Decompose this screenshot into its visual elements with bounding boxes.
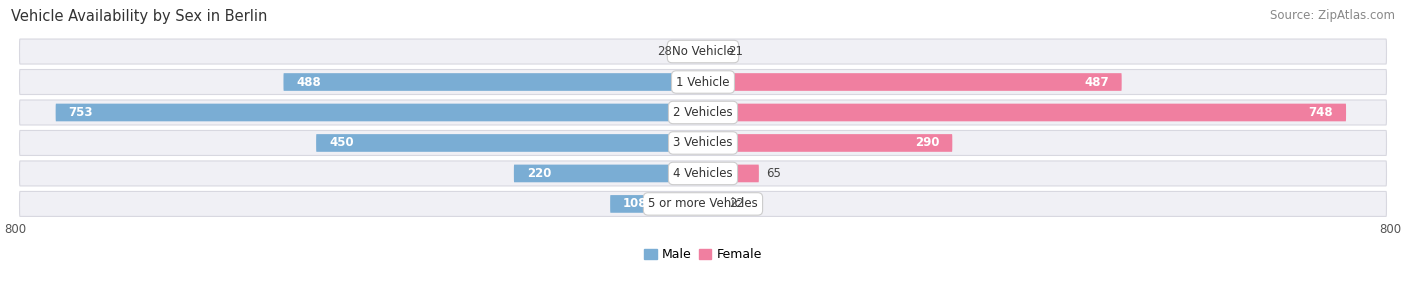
FancyBboxPatch shape xyxy=(610,195,703,213)
Text: 22: 22 xyxy=(728,197,744,211)
Legend: Male, Female: Male, Female xyxy=(640,244,766,267)
FancyBboxPatch shape xyxy=(703,195,721,213)
Text: No Vehicle: No Vehicle xyxy=(672,45,734,58)
FancyBboxPatch shape xyxy=(20,100,1386,125)
Text: 2 Vehicles: 2 Vehicles xyxy=(673,106,733,119)
FancyBboxPatch shape xyxy=(284,73,703,91)
FancyBboxPatch shape xyxy=(316,134,703,152)
FancyBboxPatch shape xyxy=(20,130,1386,155)
FancyBboxPatch shape xyxy=(703,134,952,152)
Text: 28: 28 xyxy=(657,45,672,58)
Text: Source: ZipAtlas.com: Source: ZipAtlas.com xyxy=(1270,9,1395,22)
FancyBboxPatch shape xyxy=(703,165,759,182)
Text: 4 Vehicles: 4 Vehicles xyxy=(673,167,733,180)
Text: 5 or more Vehicles: 5 or more Vehicles xyxy=(648,197,758,211)
Text: 488: 488 xyxy=(297,76,321,88)
Text: 3 Vehicles: 3 Vehicles xyxy=(673,136,733,149)
Text: 21: 21 xyxy=(728,45,742,58)
FancyBboxPatch shape xyxy=(20,161,1386,186)
Text: 65: 65 xyxy=(766,167,780,180)
Text: 290: 290 xyxy=(915,136,939,149)
FancyBboxPatch shape xyxy=(703,104,1346,121)
Text: 450: 450 xyxy=(329,136,354,149)
Text: 108: 108 xyxy=(623,197,648,211)
FancyBboxPatch shape xyxy=(703,73,1122,91)
Text: Vehicle Availability by Sex in Berlin: Vehicle Availability by Sex in Berlin xyxy=(11,9,267,24)
FancyBboxPatch shape xyxy=(20,39,1386,64)
Text: 487: 487 xyxy=(1084,76,1109,88)
FancyBboxPatch shape xyxy=(20,69,1386,95)
Text: 1 Vehicle: 1 Vehicle xyxy=(676,76,730,88)
FancyBboxPatch shape xyxy=(703,43,721,60)
Text: 748: 748 xyxy=(1309,106,1333,119)
FancyBboxPatch shape xyxy=(56,104,703,121)
FancyBboxPatch shape xyxy=(20,192,1386,216)
Text: 220: 220 xyxy=(527,167,551,180)
FancyBboxPatch shape xyxy=(513,165,703,182)
Text: 753: 753 xyxy=(69,106,93,119)
FancyBboxPatch shape xyxy=(679,43,703,60)
